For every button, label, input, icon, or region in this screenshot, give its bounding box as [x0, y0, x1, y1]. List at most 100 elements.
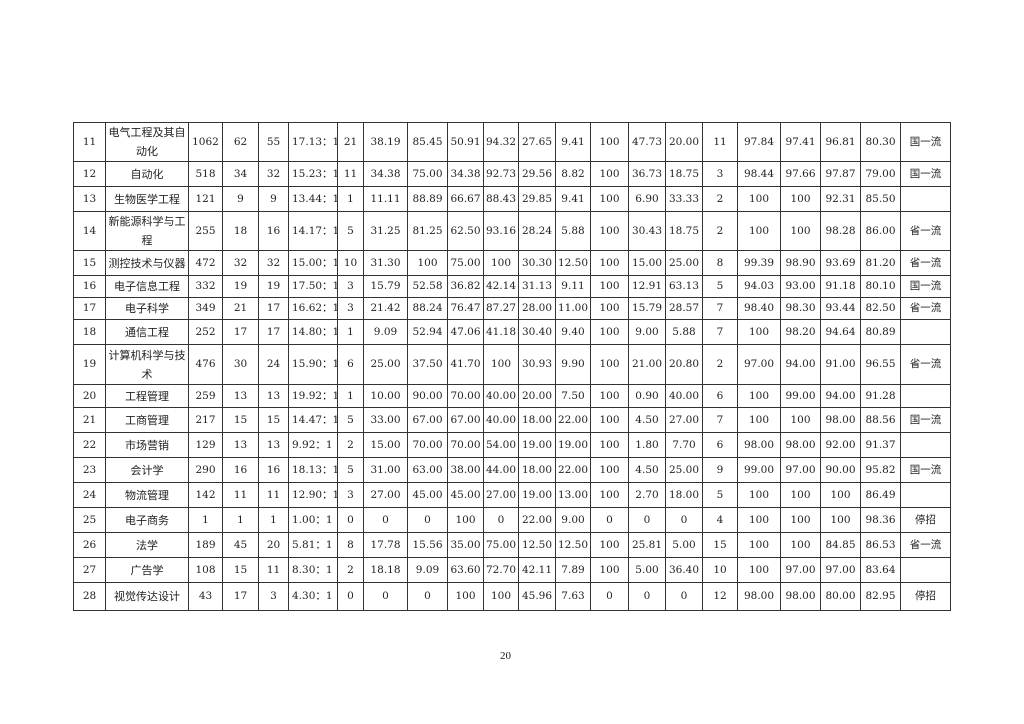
table-cell: 99.39: [737, 250, 781, 276]
table-cell: 31.25: [363, 211, 408, 251]
table-cell: 16: [258, 457, 289, 483]
table-cell: 97.41: [780, 122, 821, 162]
table-cell: 47.73: [628, 122, 666, 162]
table-cell: 97.00: [737, 344, 781, 385]
table-cell: 19.00: [555, 432, 591, 458]
table-cell: 10: [337, 250, 364, 276]
table-cell: 停招: [900, 582, 951, 611]
table-cell: 34.38: [447, 161, 484, 187]
table-cell: 40.00: [665, 384, 703, 408]
table-cell: 92.73: [483, 161, 519, 187]
table-cell: [900, 319, 951, 345]
table-cell: 27.00: [483, 482, 519, 508]
table-cell: 22.00: [555, 457, 591, 483]
table-cell: 30.40: [518, 319, 556, 345]
table-cell: 17.13：1: [288, 122, 338, 162]
table-cell: 100: [590, 457, 629, 483]
table-cell: 37.50: [407, 344, 448, 385]
table-cell: 0: [363, 582, 408, 611]
table-cell: 9.09: [363, 319, 408, 345]
table-cell: 13: [258, 384, 289, 408]
table-cell: 36.40: [665, 557, 703, 583]
table-cell: 93.00: [780, 275, 821, 298]
table-row: 23 会计学 290 16 16 18.13：1 5 31.00 63.00 38.00 44.00…: [73, 457, 951, 483]
table-cell: 12: [702, 582, 738, 611]
table-cell: 11.00: [555, 297, 591, 320]
table-cell: 15.23：1: [288, 161, 338, 187]
table-cell: 98.30: [780, 297, 821, 320]
table-cell: 9.92：1: [288, 432, 338, 458]
table-row: 16 电子信息工程 332 19 19 17.50：1 3 15.79 52.58 36.82 42…: [73, 275, 951, 298]
table-row: 20 工程管理 259 13 13 19.92：1 1 10.00 90.00 70.00 40.0…: [73, 384, 951, 408]
table-cell: 15.79: [363, 275, 408, 298]
table-cell: 8: [702, 250, 738, 276]
table-cell: 17.78: [363, 532, 408, 558]
table-cell: 72.70: [483, 557, 519, 583]
table-cell: 7.50: [555, 384, 591, 408]
major-name-cell: 计算机科学与技术: [105, 344, 189, 385]
table-cell: 99.00: [737, 457, 781, 483]
table-cell: 省一流: [900, 211, 951, 251]
table-cell: 79.00: [860, 161, 901, 187]
table-cell: 94.00: [820, 384, 861, 408]
table-cell: 45.00: [407, 482, 448, 508]
table-cell: 93.44: [820, 297, 861, 320]
table-cell: 217: [188, 407, 223, 433]
table-cell: 11: [258, 557, 289, 583]
table-cell: 2: [702, 186, 738, 212]
table-cell: 13: [73, 186, 106, 212]
table-cell: 98.00: [780, 582, 821, 611]
table-cell: 6: [702, 384, 738, 408]
table-cell: [900, 482, 951, 508]
table-cell: 518: [188, 161, 223, 187]
table-cell: 82.50: [860, 297, 901, 320]
table-cell: [900, 557, 951, 583]
table-cell: 86.53: [860, 532, 901, 558]
table-cell: 18.18: [363, 557, 408, 583]
table-cell: 5.00: [628, 557, 666, 583]
table-cell: 4.50: [628, 457, 666, 483]
major-name-cell: 会计学: [105, 457, 189, 483]
table-cell: 15.00: [363, 432, 408, 458]
table-cell: 28.00: [518, 297, 556, 320]
table-cell: 26: [73, 532, 106, 558]
table-cell: 2.70: [628, 482, 666, 508]
table-cell: 30.30: [518, 250, 556, 276]
table-cell: 19.92：1: [288, 384, 338, 408]
table-cell: 10.00: [363, 384, 408, 408]
table-cell: 85.50: [860, 186, 901, 212]
table-cell: 91.37: [860, 432, 901, 458]
table-cell: 0: [337, 582, 364, 611]
table-cell: 36.73: [628, 161, 666, 187]
table-cell: 16.62：1: [288, 297, 338, 320]
table-cell: 100: [483, 250, 519, 276]
table-cell: 16: [222, 457, 259, 483]
table-row: 15 测控技术与仪器 472 32 32 15.00：1 10 31.30 100 75.00 10…: [73, 250, 951, 276]
table-cell: 88.24: [407, 297, 448, 320]
table-cell: 142: [188, 482, 223, 508]
table-cell: 2: [337, 557, 364, 583]
table-cell: 1: [258, 507, 289, 533]
table-row: 26 法学 189 45 20 5.81：1 8 17.78 15.56 35.00 75.00 12…: [73, 532, 951, 558]
major-name-cell: 生物医学工程: [105, 186, 189, 212]
table-cell: 252: [188, 319, 223, 345]
table-cell: 国一流: [900, 161, 951, 187]
table-cell: 22.00: [518, 507, 556, 533]
table-cell: 84.85: [820, 532, 861, 558]
table-cell: 45.00: [447, 482, 484, 508]
table-cell: 22: [73, 432, 106, 458]
table-cell: 16: [258, 211, 289, 251]
table-cell: 18.75: [665, 211, 703, 251]
table-cell: 2: [702, 344, 738, 385]
table-cell: 44.00: [483, 457, 519, 483]
table-cell: 21: [73, 407, 106, 433]
table-cell: 5: [702, 275, 738, 298]
major-name-cell: 广告学: [105, 557, 189, 583]
table-cell: 0: [483, 507, 519, 533]
table-cell: 6: [337, 344, 364, 385]
table-cell: 1062: [188, 122, 223, 162]
table-cell: 80.00: [820, 582, 861, 611]
table-cell: 100: [590, 297, 629, 320]
table-cell: 31.30: [363, 250, 408, 276]
table-cell: 15: [222, 557, 259, 583]
